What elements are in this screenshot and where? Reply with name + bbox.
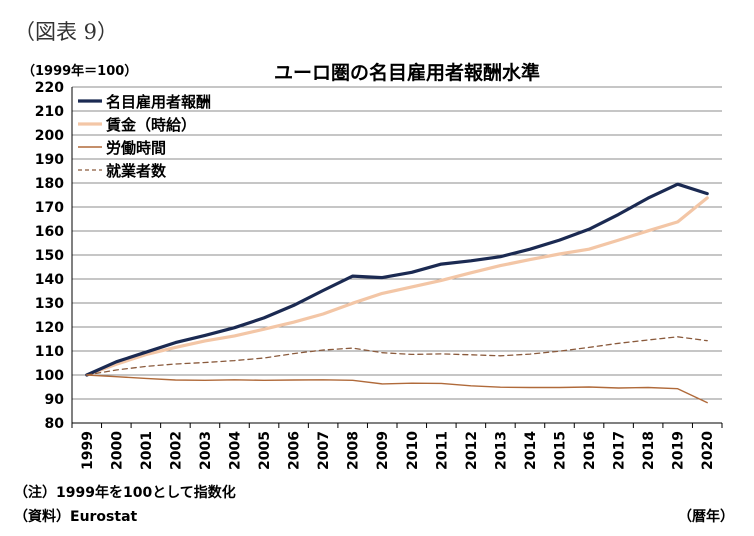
y-tick-label: 190 — [35, 152, 64, 168]
series-line-1 — [85, 196, 709, 377]
legend-label: 就業者数 — [106, 162, 167, 180]
x-tick-label: 2006 — [287, 431, 303, 470]
x-tick-label: 2008 — [346, 431, 362, 470]
x-tick-label: 2001 — [139, 431, 155, 470]
y-tick-label: 220 — [35, 80, 64, 96]
x-tick-label: 2017 — [612, 431, 628, 470]
y-tick-label: 80 — [45, 416, 65, 432]
y-tick-label: 100 — [35, 368, 64, 384]
x-tick-label: 2020 — [700, 431, 716, 470]
x-tick-label: 2018 — [641, 431, 657, 470]
y-tick-label: 200 — [35, 128, 64, 144]
legend-label: 賃金（時給） — [105, 116, 196, 134]
series-line-3 — [86, 336, 708, 376]
legend-label: 名目雇用者報酬 — [106, 93, 211, 111]
x-tick-label: 2009 — [375, 431, 391, 470]
x-tick-label: 2002 — [168, 431, 184, 470]
y-tick-label: 110 — [35, 344, 64, 360]
x-tick-label: 2012 — [464, 431, 480, 470]
y-axis: 80 90 100 110 120 130 140 150 160 170 180 190 200 210… — [35, 80, 73, 432]
x-tick-label: 2011 — [434, 431, 450, 470]
x-tick-label: 2007 — [316, 431, 332, 470]
y-tick-label: 170 — [35, 200, 64, 216]
x-tick-label: 2010 — [405, 431, 421, 470]
y-tick-label: 120 — [35, 320, 64, 336]
x-tick-label: 2000 — [109, 431, 125, 470]
x-tick-label: 1999 — [80, 431, 96, 470]
series-line-2 — [86, 374, 708, 404]
x-tick-label: 2005 — [257, 431, 273, 470]
x-tick-label: 2014 — [523, 431, 539, 470]
x-tick-label: 2004 — [228, 431, 244, 470]
y-unit-label: （1999年＝100） — [22, 64, 138, 79]
chart-note: （注）1999年を100として指数化 — [14, 485, 236, 501]
x-tick-label: 2019 — [671, 431, 687, 470]
data-source: （資料）Eurostat — [14, 509, 138, 525]
chart-title: ユーロ圏の名目雇用者報酬水準 — [273, 62, 540, 84]
x-unit-label: （暦年） — [678, 509, 734, 525]
x-tick-label: 2003 — [198, 431, 214, 470]
y-tick-label: 130 — [35, 296, 64, 312]
x-axis: 1999 2000 2001 2002 2003 2004 2005 2006 2007 2008… — [71, 422, 723, 470]
series-line-0 — [85, 182, 709, 377]
x-tick-label: 2015 — [553, 431, 569, 470]
y-tick-label: 150 — [35, 248, 64, 264]
x-tick-label: 2016 — [582, 431, 598, 470]
y-tick-label: 160 — [35, 224, 64, 240]
y-tick-label: 140 — [35, 272, 64, 288]
y-tick-label: 90 — [45, 392, 65, 408]
figure-label: （図表 9） — [14, 20, 119, 44]
grid-lines — [72, 86, 722, 400]
y-tick-label: 210 — [35, 104, 64, 120]
x-tick-label: 2013 — [493, 431, 509, 470]
series-lines — [85, 182, 709, 404]
y-tick-label: 180 — [35, 176, 64, 192]
legend-label: 労働時間 — [106, 139, 166, 157]
